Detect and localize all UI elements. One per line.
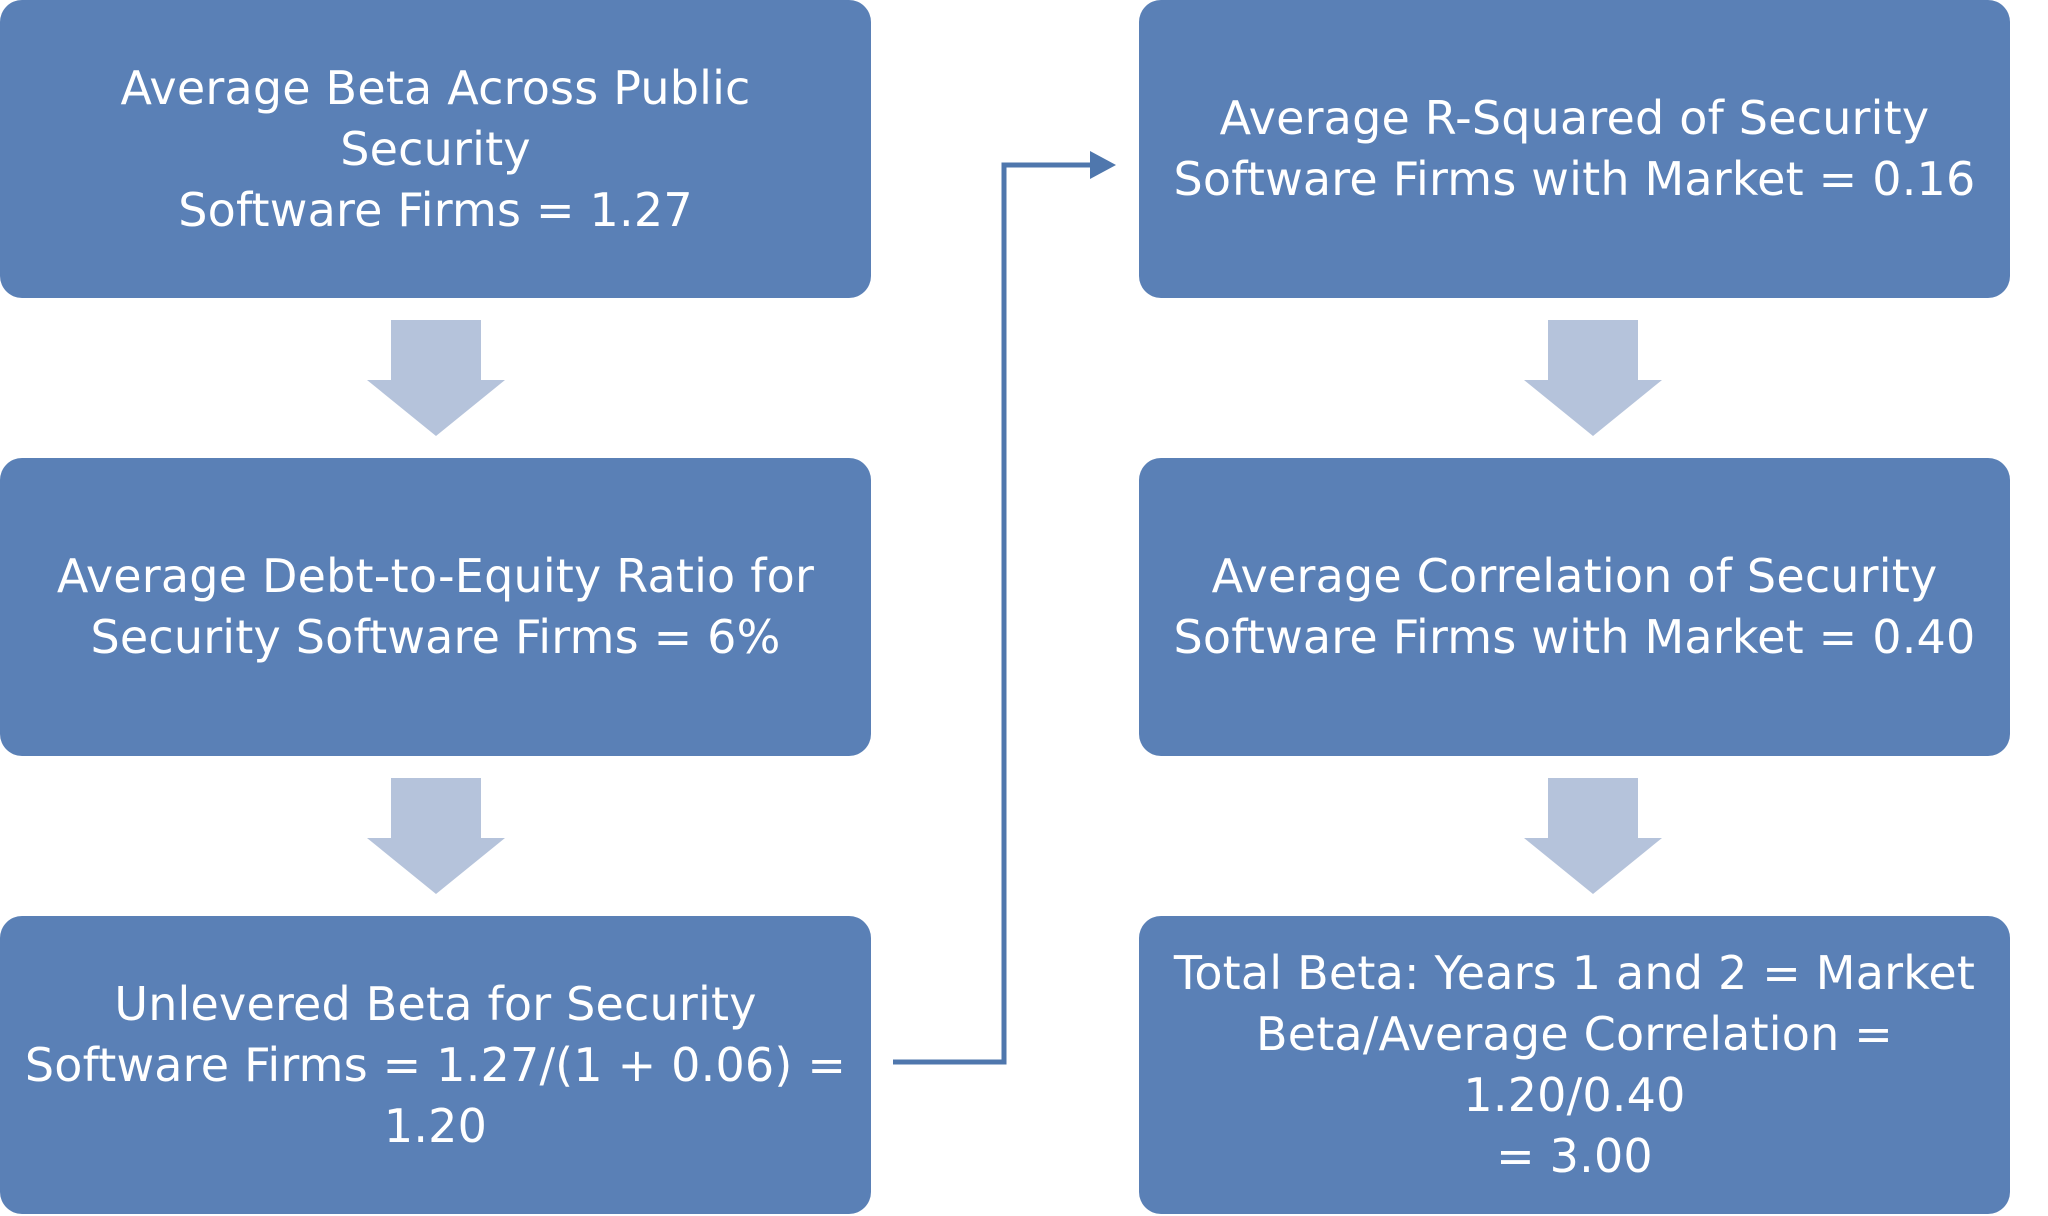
step-r-squared-text: Average R-Squared of Security Software F… xyxy=(1173,91,1976,206)
down-arrow-icon xyxy=(367,778,505,894)
step-unlevered-beta-box: Unlevered Beta for Security Software Fir… xyxy=(0,916,871,1214)
step-average-beta-box: Average Beta Across Public Security Soft… xyxy=(0,0,871,298)
down-arrow-icon xyxy=(1524,778,1662,894)
step-total-beta-box: Total Beta: Years 1 and 2 = Market Beta/… xyxy=(1139,916,2010,1214)
step-debt-to-equity-text: Average Debt-to-Equity Ratio for Securit… xyxy=(56,549,815,664)
down-arrow-icon xyxy=(1524,320,1662,436)
arrowhead-icon xyxy=(1090,151,1116,179)
step-total-beta-text: Total Beta: Years 1 and 2 = Market Beta/… xyxy=(1173,946,1976,1183)
step-unlevered-beta-text: Unlevered Beta for Security Software Fir… xyxy=(24,976,847,1153)
step-correlation-box: Average Correlation of Security Software… xyxy=(1139,458,2010,756)
step-correlation-text: Average Correlation of Security Software… xyxy=(1173,549,1976,664)
step-average-beta-text: Average Beta Across Public Security Soft… xyxy=(120,60,751,237)
step-r-squared-box: Average R-Squared of Security Software F… xyxy=(1139,0,2010,298)
down-arrow-icon xyxy=(367,320,505,436)
step-debt-to-equity-box: Average Debt-to-Equity Ratio for Securit… xyxy=(0,458,871,756)
